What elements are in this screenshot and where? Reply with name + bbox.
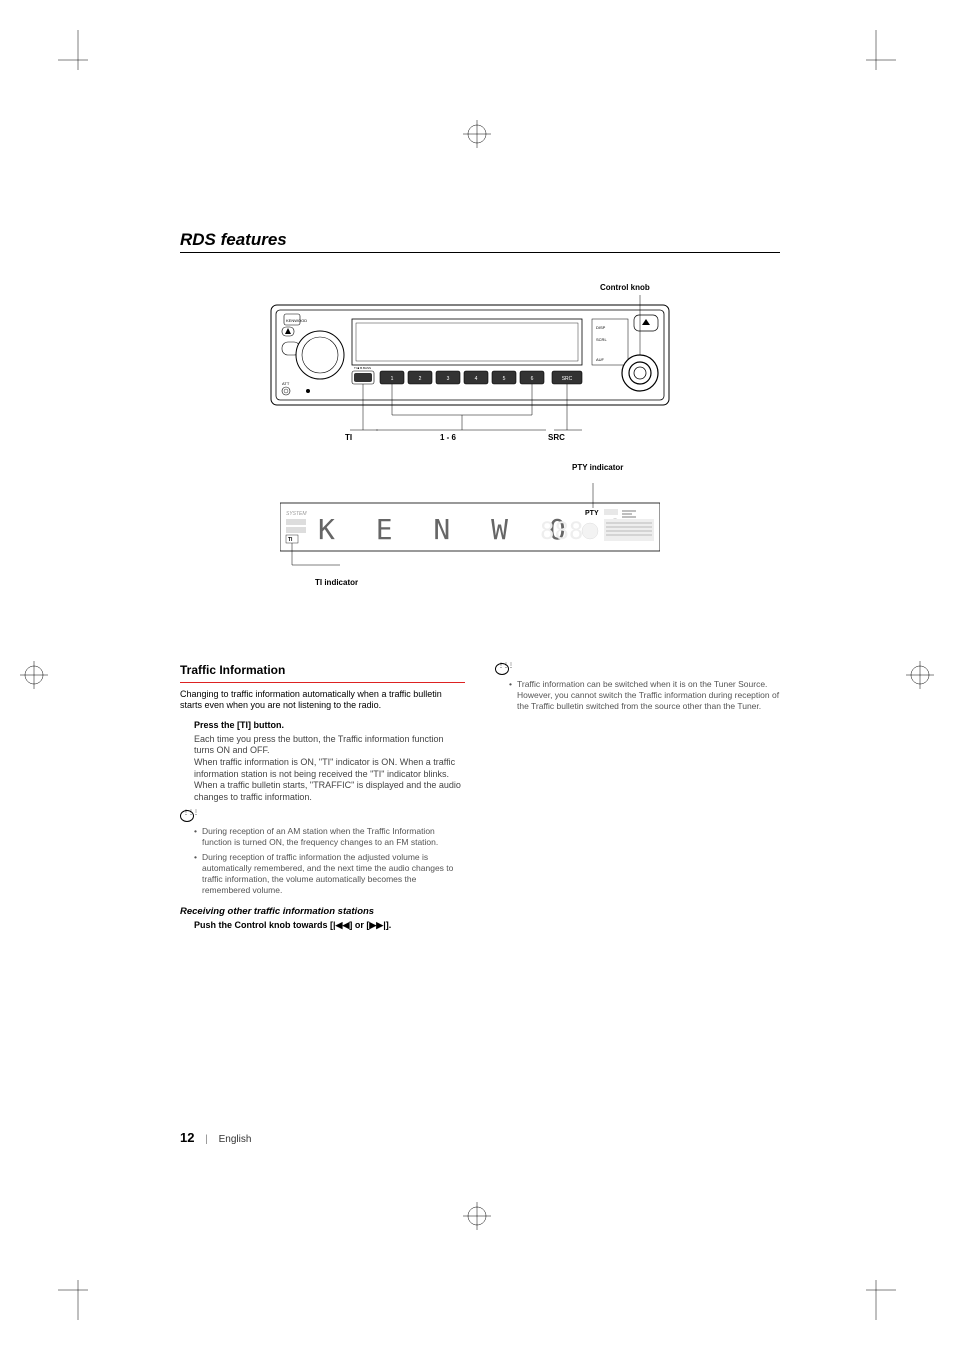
svg-text:1: 1 bbox=[391, 376, 394, 382]
traffic-info-heading: Traffic Information bbox=[180, 663, 465, 679]
crop-mark-br bbox=[856, 1280, 896, 1340]
page-number: 12 bbox=[180, 1130, 194, 1145]
callout-src: SRC bbox=[548, 433, 565, 442]
note-left-1: During reception of traffic information … bbox=[194, 852, 465, 896]
intro-text: Changing to traffic information automati… bbox=[180, 689, 465, 712]
lcd-illustration: SYSTEM TI K E N W O O D 888 PTY bbox=[280, 483, 660, 583]
crop-mark-bl bbox=[58, 1280, 98, 1340]
left-column: Traffic Information Changing to traffic … bbox=[180, 663, 465, 932]
svg-text:SCRL: SCRL bbox=[596, 337, 607, 342]
note-icon bbox=[180, 810, 194, 822]
crop-mark-tl bbox=[58, 10, 98, 70]
two-column-body: Traffic Information Changing to traffic … bbox=[180, 663, 780, 932]
heading-underline bbox=[180, 682, 465, 683]
control-knob-label: Control knob bbox=[600, 283, 650, 292]
step-body-3: When a traffic bulletin starts, "TRAFFIC… bbox=[194, 780, 465, 803]
head-unit-illustration: KENWOOD 1 2 3 4 5 6 SRC DI bbox=[270, 295, 670, 435]
registration-target-left bbox=[20, 661, 48, 689]
step-body-2: When traffic information is ON, "TI" ind… bbox=[194, 757, 465, 780]
svg-text:DISP: DISP bbox=[596, 325, 606, 330]
svg-text:TI ■ B.BASS: TI ■ B.BASS bbox=[354, 366, 371, 370]
right-column: Traffic information can be switched when… bbox=[495, 663, 780, 932]
step-title: Press the [TI] button. bbox=[194, 720, 465, 732]
callout-ti: TI bbox=[345, 433, 352, 442]
svg-text:SRC: SRC bbox=[562, 376, 573, 382]
note-right-0: Traffic information can be switched when… bbox=[509, 679, 780, 712]
notes-left: During reception of an AM station when t… bbox=[180, 826, 465, 896]
note-icon bbox=[495, 663, 509, 675]
page-content: RDS features Control knob KENWOOD 1 bbox=[180, 230, 780, 932]
svg-text:4: 4 bbox=[475, 376, 478, 382]
section-title: RDS features bbox=[180, 230, 780, 253]
svg-text:2: 2 bbox=[419, 376, 422, 382]
page-footer: 12 | English bbox=[180, 1130, 251, 1145]
page-language: English bbox=[219, 1134, 252, 1145]
note-left-0: During reception of an AM station when t… bbox=[194, 826, 465, 848]
svg-text:KENWOOD: KENWOOD bbox=[286, 318, 307, 323]
diagram-area: Control knob KENWOOD 1 2 3 bbox=[180, 283, 780, 643]
svg-text:SYSTEM: SYSTEM bbox=[286, 511, 307, 517]
step-block: Press the [TI] button. Each time you pre… bbox=[180, 720, 465, 804]
svg-text:AUF: AUF bbox=[596, 357, 605, 362]
pty-indicator-label: PTY indicator bbox=[572, 463, 623, 472]
ti-indicator-label: TI indicator bbox=[315, 578, 358, 587]
crop-mark-tr bbox=[856, 10, 896, 70]
svg-text:5: 5 bbox=[503, 376, 506, 382]
sub-heading: Receiving other traffic information stat… bbox=[180, 906, 465, 918]
svg-text:3: 3 bbox=[447, 376, 450, 382]
notes-right: Traffic information can be switched when… bbox=[495, 679, 780, 712]
sub-instruction: Push the Control knob towards [|◀◀] or [… bbox=[180, 920, 465, 932]
footer-divider: | bbox=[205, 1134, 208, 1145]
registration-target-top bbox=[463, 120, 491, 148]
registration-target-bottom bbox=[463, 1202, 491, 1230]
callout-buttons: 1 - 6 bbox=[440, 433, 456, 442]
svg-text:ATT: ATT bbox=[282, 381, 290, 386]
step-body-1: Each time you press the button, the Traf… bbox=[194, 734, 465, 757]
svg-text:TI: TI bbox=[288, 537, 293, 543]
svg-text:6: 6 bbox=[531, 376, 534, 382]
registration-target-right bbox=[906, 661, 934, 689]
svg-text:PTY: PTY bbox=[585, 510, 599, 517]
svg-text:888: 888 bbox=[540, 517, 583, 545]
